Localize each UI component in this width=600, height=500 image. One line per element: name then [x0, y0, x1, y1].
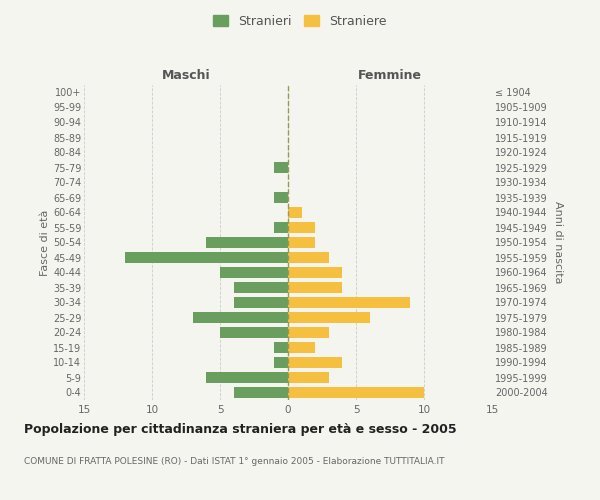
Bar: [274, 222, 288, 233]
Bar: [288, 312, 370, 323]
Bar: [233, 282, 288, 293]
Y-axis label: Anni di nascita: Anni di nascita: [553, 201, 563, 284]
Bar: [206, 372, 288, 383]
Legend: Stranieri, Straniere: Stranieri, Straniere: [209, 11, 391, 32]
Y-axis label: Fasce di età: Fasce di età: [40, 210, 50, 276]
Bar: [125, 252, 288, 263]
Bar: [288, 387, 424, 398]
Bar: [274, 357, 288, 368]
Bar: [288, 267, 343, 278]
Bar: [233, 387, 288, 398]
Text: COMUNE DI FRATTA POLESINE (RO) - Dati ISTAT 1° gennaio 2005 - Elaborazione TUTTI: COMUNE DI FRATTA POLESINE (RO) - Dati IS…: [24, 458, 445, 466]
Bar: [288, 327, 329, 338]
Bar: [206, 237, 288, 248]
Bar: [288, 282, 343, 293]
Bar: [233, 297, 288, 308]
Text: Femmine: Femmine: [358, 69, 422, 82]
Bar: [288, 297, 410, 308]
Bar: [193, 312, 288, 323]
Bar: [274, 192, 288, 203]
Bar: [220, 267, 288, 278]
Bar: [288, 252, 329, 263]
Bar: [288, 372, 329, 383]
Text: Popolazione per cittadinanza straniera per età e sesso - 2005: Popolazione per cittadinanza straniera p…: [24, 422, 457, 436]
Bar: [220, 327, 288, 338]
Bar: [288, 342, 315, 353]
Bar: [288, 207, 302, 218]
Bar: [274, 342, 288, 353]
Bar: [288, 357, 343, 368]
Bar: [288, 222, 315, 233]
Bar: [288, 237, 315, 248]
Bar: [274, 162, 288, 173]
Text: Maschi: Maschi: [161, 69, 211, 82]
